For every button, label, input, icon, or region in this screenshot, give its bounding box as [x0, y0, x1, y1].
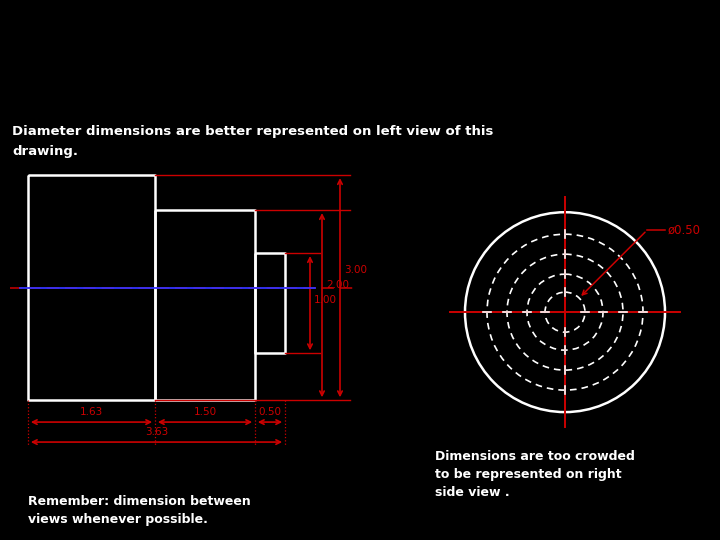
- Text: 2.00: 2.00: [326, 280, 349, 289]
- Text: to be represented on right: to be represented on right: [435, 468, 621, 481]
- Text: views whenever possible.: views whenever possible.: [28, 513, 208, 526]
- Text: 1.63: 1.63: [80, 407, 103, 417]
- Text: 1.50: 1.50: [194, 407, 217, 417]
- Text: ø0.50: ø0.50: [668, 224, 701, 237]
- Text: drawing.: drawing.: [12, 145, 78, 158]
- Text: 1.00: 1.00: [314, 295, 337, 305]
- Text: Dimensioning Diameters: Dimensioning Diameters: [32, 29, 685, 81]
- Text: Dimensions are too crowded: Dimensions are too crowded: [435, 450, 635, 463]
- Text: 3.63: 3.63: [145, 427, 168, 437]
- Text: 3.00: 3.00: [344, 265, 367, 275]
- Text: 0.50: 0.50: [258, 407, 282, 417]
- Text: Diameter dimensions are better represented on left view of this: Diameter dimensions are better represent…: [12, 125, 493, 138]
- Text: side view .: side view .: [435, 486, 510, 499]
- Text: Remember: dimension between: Remember: dimension between: [28, 495, 251, 508]
